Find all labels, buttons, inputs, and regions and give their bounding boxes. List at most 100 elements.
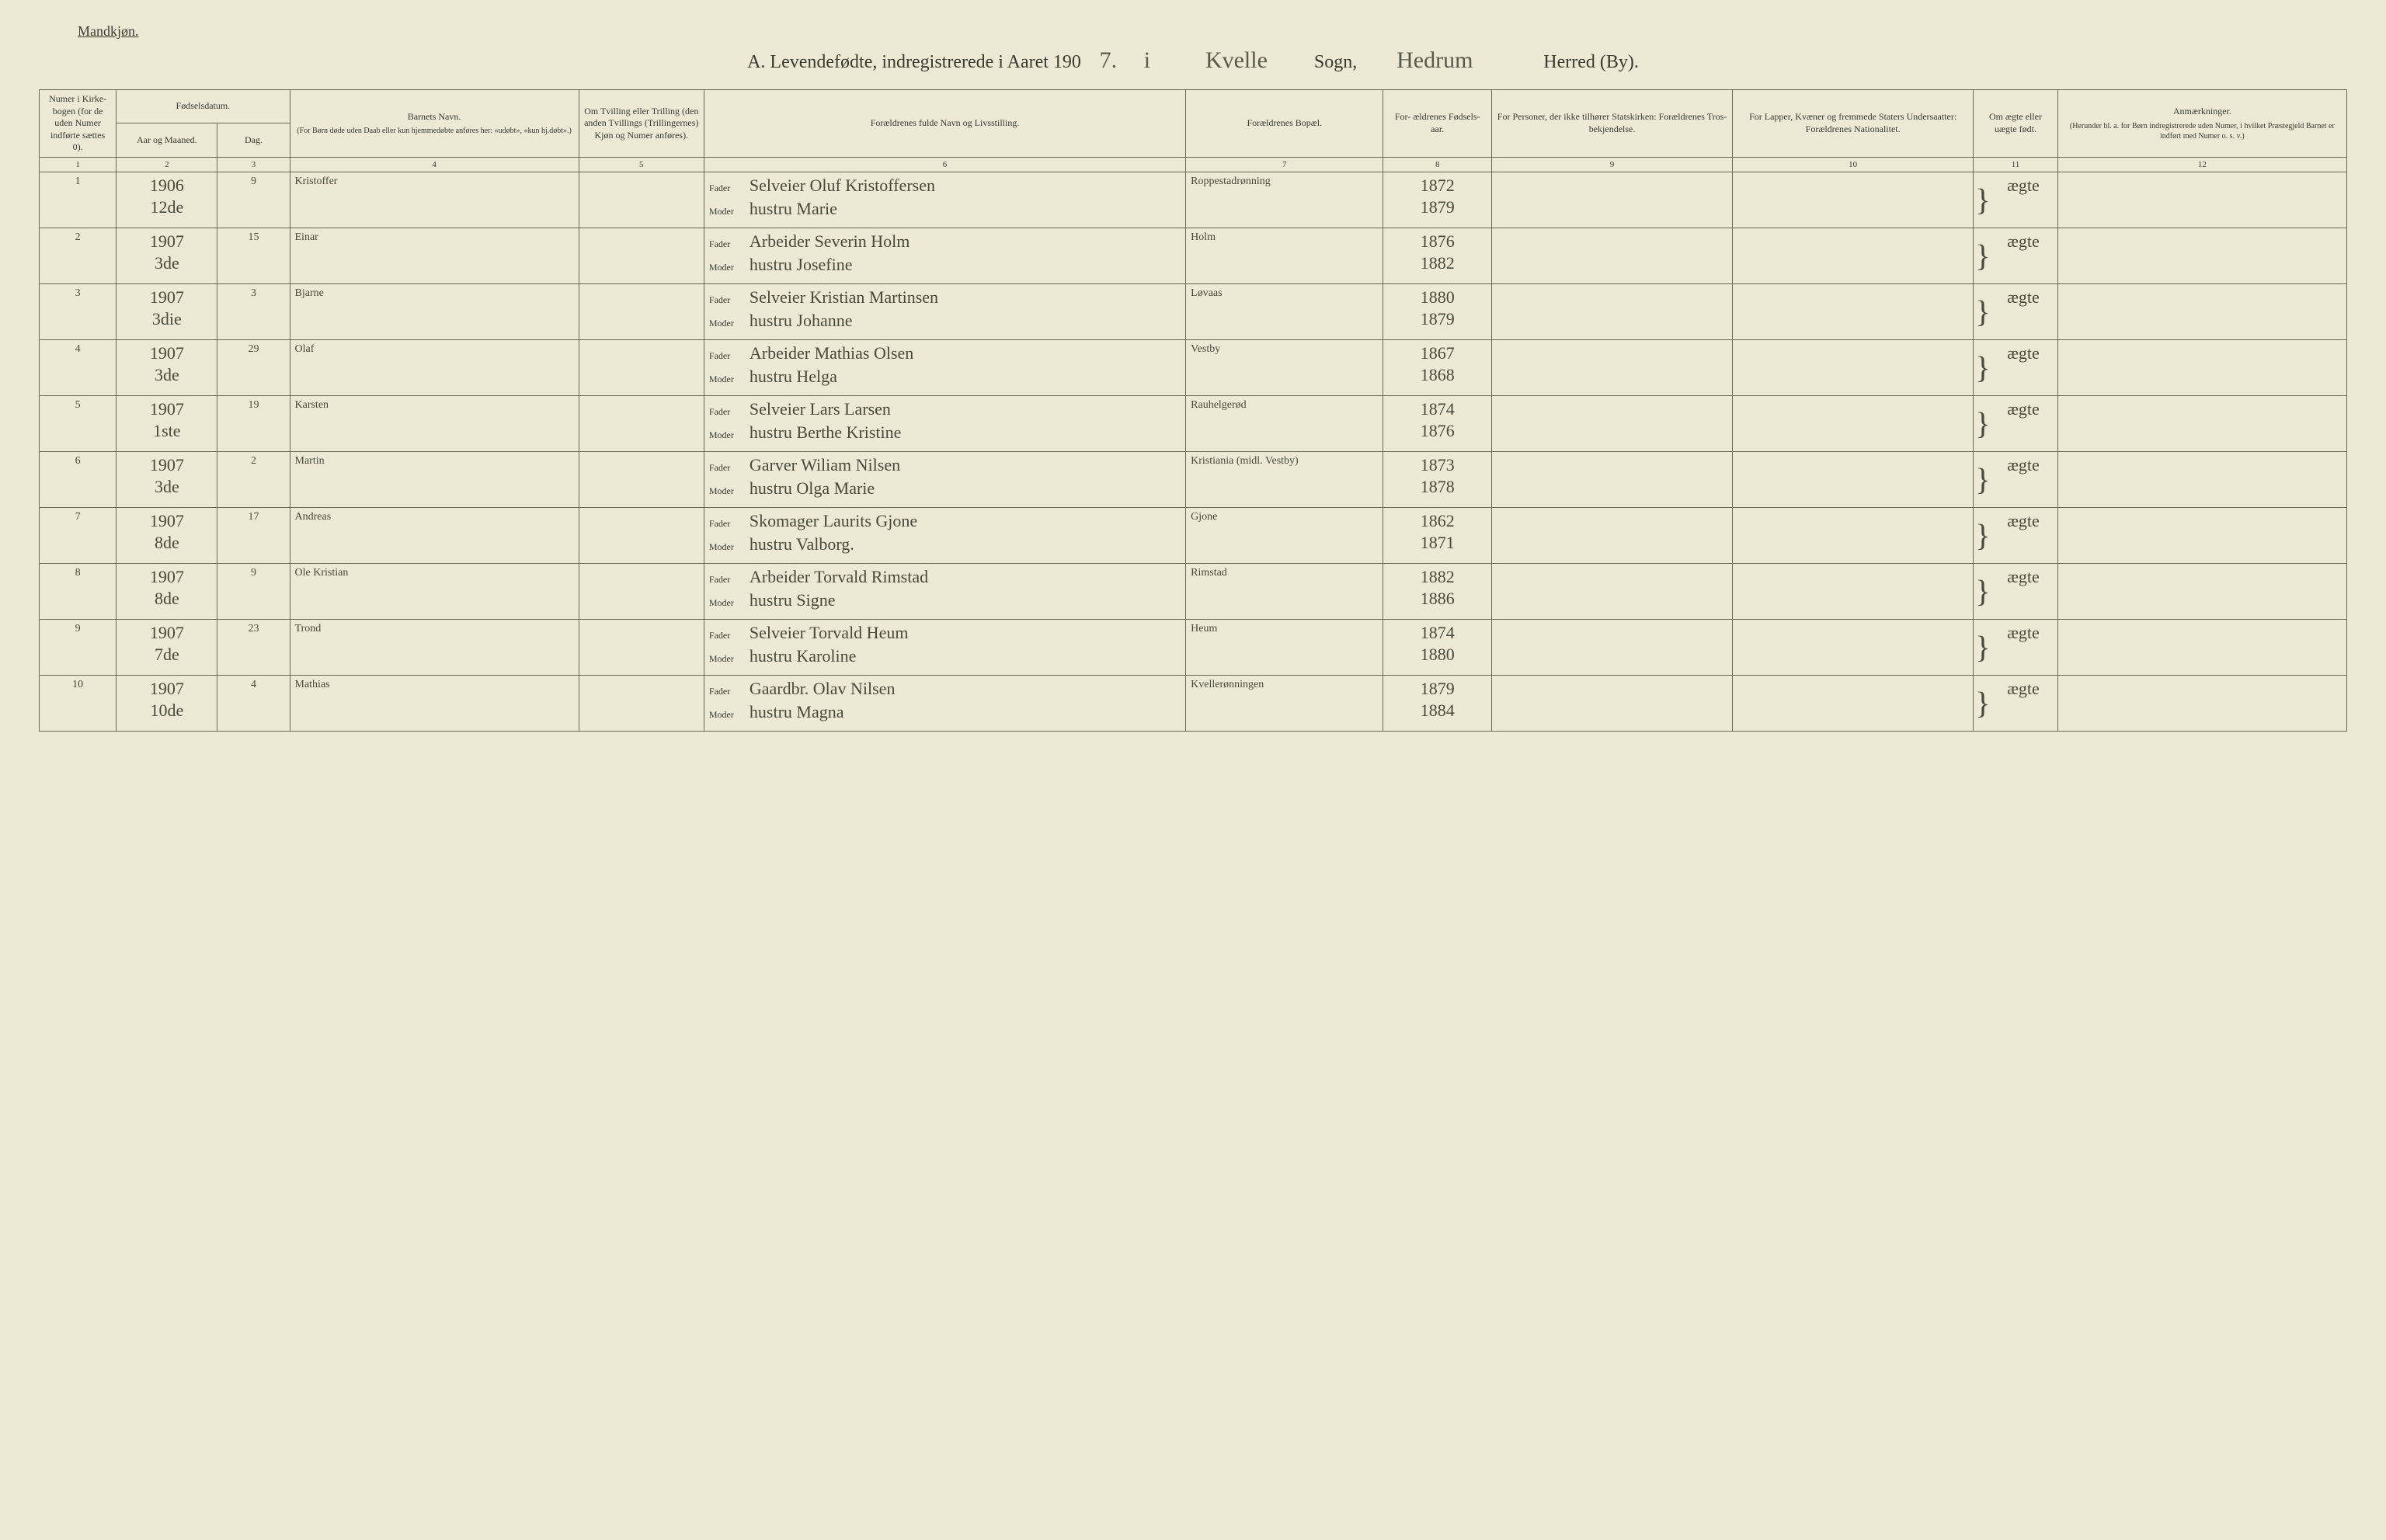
remarks — [2057, 172, 2346, 228]
parents: Fader Gaardbr. Olav Nilsen Moder hustru Mag… — [704, 676, 1185, 732]
fader-name: Arbeider Torvald Rimstad — [750, 567, 1181, 587]
moder-label: Moder — [709, 429, 742, 441]
fader-label: Fader — [709, 574, 742, 586]
year-suffix: 7. — [1097, 47, 1120, 74]
bopael: Rauhelgerød — [1186, 396, 1383, 452]
nationality — [1733, 676, 1974, 732]
bopael: Heum — [1186, 620, 1383, 676]
tros — [1491, 340, 1732, 396]
twin-col — [579, 172, 704, 228]
child-name: Andreas — [290, 508, 579, 564]
sogn-name: Kvelle — [1174, 47, 1299, 74]
colnum-11: 11 — [1974, 157, 2058, 172]
tros — [1491, 228, 1732, 284]
table-row: 419073de29OlafFaderArbeider Mathias Olse… — [40, 340, 2347, 396]
row-number: 8 — [40, 564, 117, 620]
fader-label: Fader — [709, 686, 742, 697]
fader-name: Selveier Torvald Heum — [750, 623, 1181, 643]
colnum-7: 7 — [1186, 157, 1383, 172]
nationality — [1733, 228, 1974, 284]
moder-name: hustru Magna — [750, 702, 1181, 722]
nationality — [1733, 508, 1974, 564]
year-month: 19073de — [117, 340, 217, 396]
bopael: Løvaas — [1186, 284, 1383, 340]
row-number: 9 — [40, 620, 117, 676]
year-month: 19078de — [117, 508, 217, 564]
fader-name: Gaardbr. Olav Nilsen — [750, 679, 1181, 699]
row-number: 5 — [40, 396, 117, 452]
tros — [1491, 452, 1732, 508]
tros — [1491, 564, 1732, 620]
colnum-9: 9 — [1491, 157, 1732, 172]
hdr-c7: Forældrenes Bopæl. — [1186, 90, 1383, 158]
day: 23 — [217, 620, 290, 676]
register-table: Numer i Kirke- bogen (for de uden Numer … — [39, 89, 2347, 732]
hdr-c11: Om ægte eller uægte født. — [1974, 90, 2058, 158]
hdr-c12: Anmærkninger. (Herunder bl. a. for Børn … — [2057, 90, 2346, 158]
parents: FaderGarver Wiliam NilsenModerhustru Olg… — [704, 452, 1185, 508]
bopael: Rimstad — [1186, 564, 1383, 620]
year-month: 190710de — [117, 676, 217, 732]
aegte: ægte — [1974, 396, 2058, 452]
moder-label: Moder — [709, 318, 742, 329]
hdr-c4: Barnets Navn. (For Børn døde uden Daab e… — [290, 90, 579, 158]
child-name: Trond — [290, 620, 579, 676]
moder-label: Moder — [709, 709, 742, 721]
table-row: 619073de2MartinFaderGarver Wiliam Nilsen… — [40, 452, 2347, 508]
moder-name: hustru Johanne — [750, 311, 1181, 331]
parent-years: 18731878 — [1383, 452, 1492, 508]
fader-label: Fader — [709, 518, 742, 530]
aegte: ægte — [1974, 452, 2058, 508]
hdr-c12-sub: (Herunder bl. a. for Børn indregistrered… — [2063, 121, 2342, 141]
aegte: ægte — [1974, 564, 2058, 620]
table-row: 1190612de9KristofferFaderSelveier Oluf K… — [40, 172, 2347, 228]
table-row: 819078de9Ole KristianFaderArbeider Torva… — [40, 564, 2347, 620]
parents: FaderArbeider Severin HolmModerhustru Jo… — [704, 228, 1185, 284]
fader-name: Selveier Oluf Kristoffersen — [750, 176, 1181, 196]
twin-col — [579, 396, 704, 452]
tros — [1491, 620, 1732, 676]
hdr-c4-top: Barnets Navn. — [295, 111, 574, 123]
moder-name: hustru Valborg. — [750, 534, 1181, 554]
year-month: 19073de — [117, 228, 217, 284]
year-month: 19077de — [117, 620, 217, 676]
nationality — [1733, 564, 1974, 620]
bopael: Kristiania (midl. Vestby) — [1186, 452, 1383, 508]
day: 2 — [217, 452, 290, 508]
parents: FaderSelveier Lars LarsenModerhustru Ber… — [704, 396, 1185, 452]
moder-label: Moder — [709, 485, 742, 497]
hdr-c1: Numer i Kirke- bogen (for de uden Numer … — [40, 90, 117, 158]
year-month: 190612de — [117, 172, 217, 228]
register-page: Mandkjøn. A. Levendefødte, indregistrere… — [39, 23, 2347, 732]
hdr-c2a: Aar og Maaned. — [117, 123, 217, 157]
table-row: 219073de15EinarFaderArbeider Severin Hol… — [40, 228, 2347, 284]
remarks — [2057, 340, 2346, 396]
moder-name: hustru Berthe Kristine — [750, 422, 1181, 443]
child-name: Kristoffer — [290, 172, 579, 228]
parent-years: 18671868 — [1383, 340, 1492, 396]
aegte: ægte — [1974, 508, 2058, 564]
twin-col — [579, 340, 704, 396]
parent-years: 18821886 — [1383, 564, 1492, 620]
parents: FaderSkomager Laurits GjoneModerhustru V… — [704, 508, 1185, 564]
hdr-c4-sub: (For Børn døde uden Daab eller kun hjemm… — [295, 126, 574, 136]
fader-name: Selveier Kristian Martinsen — [750, 287, 1181, 308]
fader-name: Skomager Laurits Gjone — [750, 511, 1181, 531]
moder-label: Moder — [709, 262, 742, 273]
hdr-c10: For Lapper, Kvæner og fremmede Staters U… — [1733, 90, 1974, 158]
hdr-c5: Om Tvilling eller Trilling (den anden Tv… — [579, 90, 704, 158]
child-name: Martin — [290, 452, 579, 508]
i-word: i — [1136, 47, 1159, 74]
tros — [1491, 172, 1732, 228]
table-row: 319073die3BjarneFaderSelveier Kristian M… — [40, 284, 2347, 340]
child-name: Karsten — [290, 396, 579, 452]
remarks — [2057, 228, 2346, 284]
child-name: Mathias — [290, 676, 579, 732]
child-name: Ole Kristian — [290, 564, 579, 620]
tros — [1491, 396, 1732, 452]
remarks — [2057, 396, 2346, 452]
remarks — [2057, 452, 2346, 508]
aegte: ægte — [1974, 284, 2058, 340]
year-month: 19078de — [117, 564, 217, 620]
sogn-label: Sogn, — [1314, 52, 1357, 73]
